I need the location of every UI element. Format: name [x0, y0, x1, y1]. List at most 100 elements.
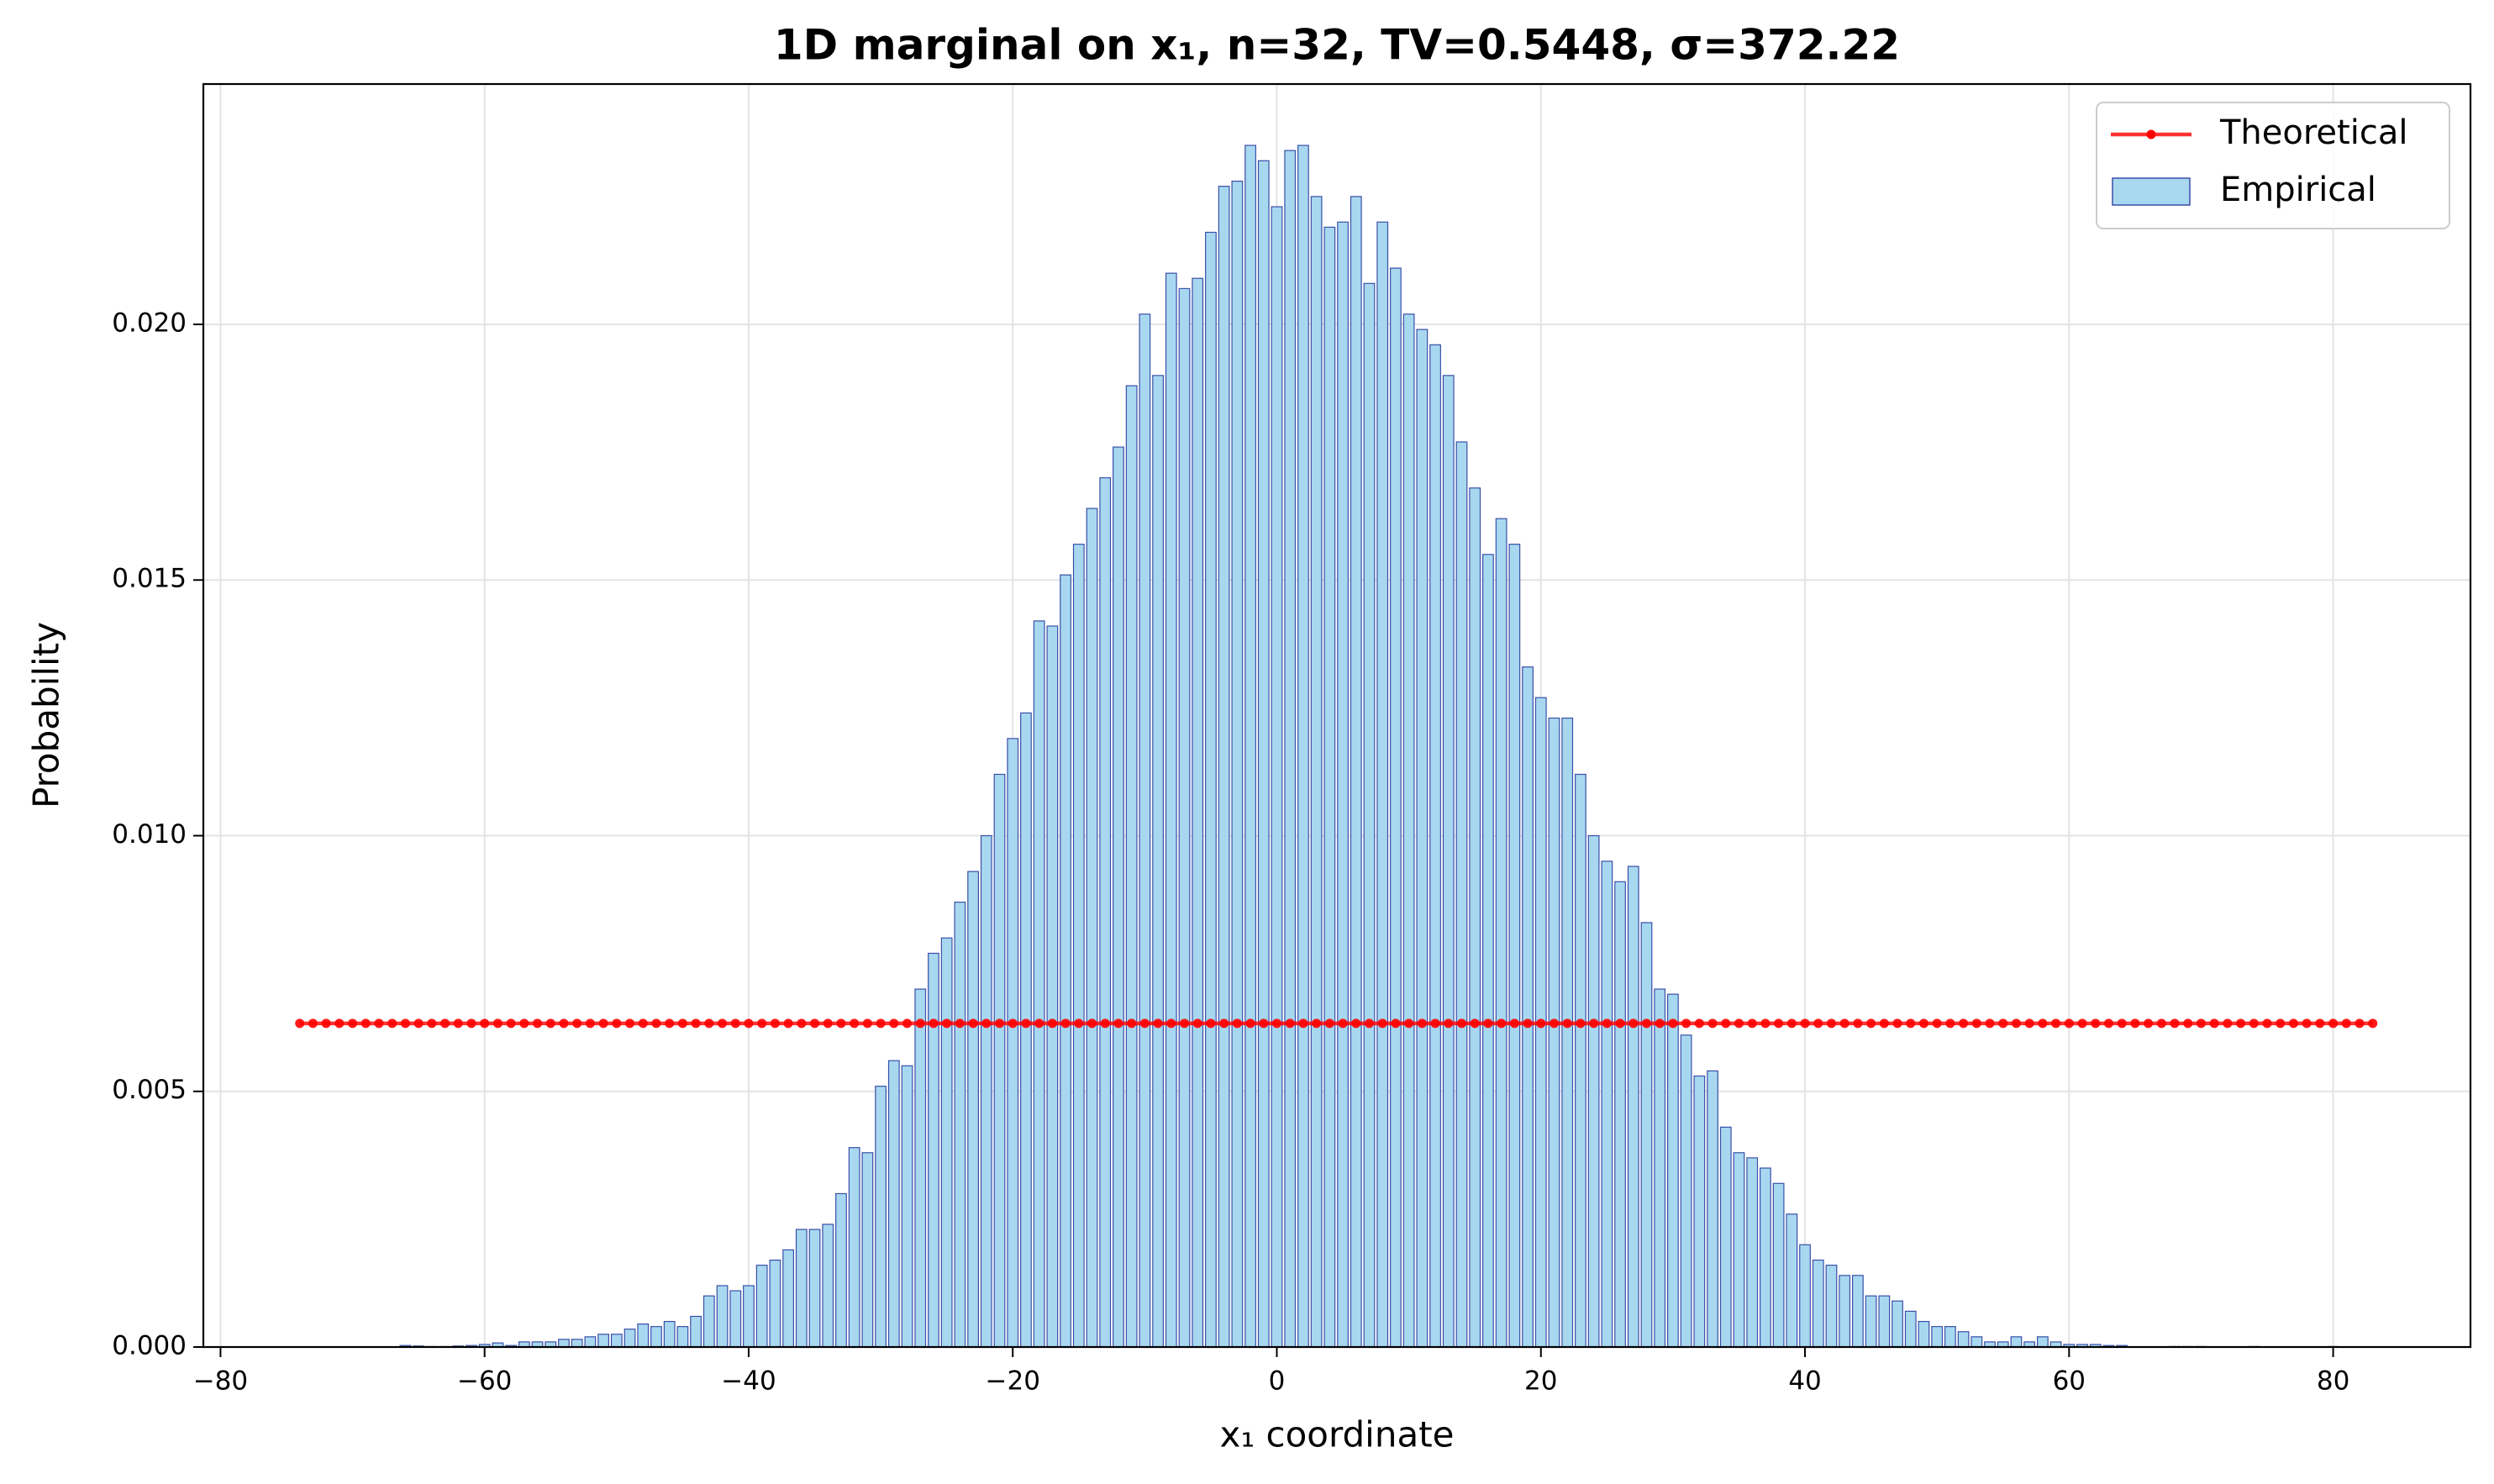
histogram-bar: [967, 871, 979, 1348]
histogram-bar: [1654, 988, 1666, 1348]
histogram-bar: [901, 1065, 913, 1348]
theoretical-point: [704, 1018, 714, 1029]
theoretical-point: [1113, 1018, 1123, 1029]
theoretical-point: [2144, 1018, 2154, 1029]
theoretical-point: [440, 1018, 450, 1029]
chart-title: 1D marginal on x₁, n=32, TV=0.5448, σ=37…: [774, 21, 1900, 70]
theoretical-point: [1456, 1018, 1466, 1029]
theoretical-point: [1853, 1018, 1863, 1029]
theoretical-point: [665, 1018, 675, 1029]
theoretical-point: [2223, 1018, 2233, 1029]
theoretical-point: [2288, 1018, 2298, 1029]
theoretical-point: [1232, 1018, 1242, 1029]
histogram-bar: [702, 1295, 715, 1348]
theoretical-point: [545, 1018, 555, 1029]
theoretical-point: [1523, 1018, 1533, 1029]
histogram-bar: [1799, 1244, 1811, 1348]
histogram-bar: [1007, 738, 1019, 1348]
x-tick-label: 0: [1269, 1366, 1286, 1397]
theoretical-point: [1536, 1018, 1546, 1029]
theoretical-point: [1998, 1018, 2008, 1029]
theoretical-point: [1272, 1018, 1282, 1029]
theoretical-point: [612, 1018, 622, 1029]
histogram-bar: [1970, 1336, 1983, 1348]
theoretical-point: [2064, 1018, 2074, 1029]
histogram-bar: [1033, 620, 1045, 1348]
histogram-bar: [2036, 1336, 2049, 1348]
theoretical-point: [2236, 1018, 2246, 1029]
theoretical-point: [598, 1018, 608, 1029]
histogram-bar: [558, 1339, 570, 1348]
theoretical-point: [1483, 1018, 1493, 1029]
histogram-bar: [1587, 834, 1600, 1348]
theoretical-point: [876, 1018, 886, 1029]
histogram-bar: [875, 1086, 887, 1348]
theoretical-point: [1971, 1018, 1981, 1029]
theoretical-point: [1139, 1018, 1150, 1029]
theoretical-point: [1430, 1018, 1440, 1029]
theoretical-point: [295, 1018, 305, 1029]
theoretical-point: [400, 1018, 410, 1029]
theoretical-point: [2156, 1018, 2166, 1029]
histogram-bar: [1627, 866, 1639, 1348]
histogram-bar: [1363, 282, 1376, 1348]
y-tick-label: 0.010: [112, 819, 187, 850]
theoretical-point: [1786, 1018, 1797, 1029]
theoretical-point: [453, 1018, 463, 1029]
theoretical-point: [1681, 1018, 1692, 1029]
theoretical-point: [1959, 1018, 1969, 1029]
histogram-bar: [1904, 1310, 1917, 1348]
theoretical-point: [744, 1018, 754, 1029]
histogram-bar: [676, 1326, 689, 1348]
theoretical-point: [915, 1018, 925, 1029]
theoretical-point: [1906, 1018, 1916, 1029]
histogram-bar: [1693, 1075, 1706, 1348]
histogram-bar: [835, 1192, 847, 1348]
histogram-bar: [1310, 196, 1323, 1348]
theoretical-point: [519, 1018, 529, 1029]
y-tick-label: 0.020: [112, 308, 187, 338]
theoretical-point: [1655, 1018, 1665, 1029]
axes-frame: [202, 82, 2472, 1349]
legend: Theoretical Empirical: [2096, 102, 2450, 229]
theoretical-point: [466, 1018, 476, 1029]
theoretical-point: [2302, 1018, 2312, 1029]
theoretical-point: [1813, 1018, 1823, 1029]
theoretical-point: [2196, 1018, 2206, 1029]
histogram-bar: [1192, 277, 1204, 1348]
theoretical-point: [1364, 1018, 1374, 1029]
theoretical-point: [1417, 1018, 1427, 1029]
theoretical-point: [783, 1018, 793, 1029]
histogram-bar: [1416, 329, 1429, 1348]
theoretical-point: [810, 1018, 820, 1029]
theoretical-point: [2341, 1018, 2351, 1029]
theoretical-point: [506, 1018, 516, 1029]
histogram-bar: [1086, 508, 1098, 1348]
histogram-bar: [1125, 385, 1138, 1348]
theoretical-point: [1734, 1018, 1744, 1029]
theoretical-point: [625, 1018, 635, 1029]
histogram-bar: [928, 952, 939, 1348]
theoretical-point: [1351, 1018, 1361, 1029]
theoretical-point: [929, 1018, 939, 1029]
theoretical-point: [480, 1018, 490, 1029]
histogram-bar: [1680, 1034, 1692, 1348]
theoretical-point: [638, 1018, 648, 1029]
theoretical-point: [1008, 1018, 1018, 1029]
histogram-bar: [914, 988, 927, 1348]
theoretical-point: [1839, 1018, 1849, 1029]
histogram-bar: [1297, 145, 1309, 1348]
histogram-bar: [782, 1249, 794, 1348]
theoretical-point: [2183, 1018, 2193, 1029]
theoretical-point: [1034, 1018, 1044, 1029]
theoretical-point: [1074, 1018, 1084, 1029]
y-tick-label: 0.005: [112, 1075, 187, 1105]
theoretical-point: [374, 1018, 384, 1029]
histogram-bar: [1284, 150, 1297, 1348]
histogram-bar: [980, 834, 992, 1348]
theoretical-point: [1628, 1018, 1639, 1029]
theoretical-point: [2077, 1018, 2087, 1029]
histogram-bar: [1231, 181, 1244, 1348]
theoretical-point: [1219, 1018, 1229, 1029]
histogram-bar: [1839, 1275, 1851, 1348]
